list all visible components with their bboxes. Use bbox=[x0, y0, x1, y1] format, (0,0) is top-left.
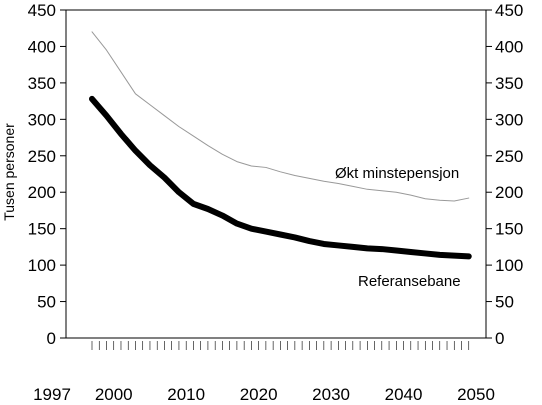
x-tick-label: 2010 bbox=[167, 385, 205, 404]
y-tick-label-left: 350 bbox=[28, 74, 56, 93]
y-tick-label-left: 100 bbox=[28, 256, 56, 275]
y-tick-label-right: 450 bbox=[495, 1, 523, 20]
y-axis-ticks: 0 0 50 50 100 100 150 150 200 200 250 250 300 300 350 3… bbox=[28, 1, 524, 348]
series-line-1 bbox=[89, 95, 472, 260]
plot-border bbox=[65, 9, 487, 339]
y-tick-label-left: 250 bbox=[28, 147, 56, 166]
series-line-0 bbox=[91, 31, 470, 202]
y-tick-label-right: 350 bbox=[495, 74, 523, 93]
y-tick-label-left: 300 bbox=[28, 110, 56, 129]
y-tick-label-right: 50 bbox=[495, 293, 514, 312]
x-tick-label: 2030 bbox=[312, 385, 350, 404]
x-tick-label: 2040 bbox=[385, 385, 423, 404]
y-tick-label-left: 150 bbox=[28, 220, 56, 239]
y-tick-label-left: 50 bbox=[37, 293, 56, 312]
y-axis-label: Tusen personer bbox=[1, 123, 17, 221]
x-minor-ticks bbox=[91, 341, 470, 350]
y-tick-label-left: 0 bbox=[47, 329, 56, 348]
y-tick-label-right: 250 bbox=[495, 147, 523, 166]
x-tick-label: 2020 bbox=[240, 385, 278, 404]
series-label-referansebane: Referansebane bbox=[358, 273, 461, 290]
y-tick-label-right: 150 bbox=[495, 220, 523, 239]
y-tick-label-right: 300 bbox=[495, 110, 523, 129]
y-tick-label-left: 400 bbox=[28, 37, 56, 56]
series-lines bbox=[89, 31, 472, 260]
y-tick-label-left: 450 bbox=[28, 1, 56, 20]
y-tick-label-right: 100 bbox=[495, 256, 523, 275]
y-tick-label-left: 200 bbox=[28, 183, 56, 202]
plot-area bbox=[65, 9, 487, 339]
x-axis-tick-labels: 1997 2000 2010 2020 2030 2040 2050 bbox=[33, 385, 495, 404]
x-tick-label: 2050 bbox=[457, 385, 495, 404]
series-label-okt-minstepensjon: Økt minstepensjon bbox=[335, 165, 459, 182]
y-tick-label-right: 400 bbox=[495, 37, 523, 56]
x-tick-label: 1997 bbox=[33, 385, 71, 404]
x-tick-label: 2000 bbox=[95, 385, 133, 404]
y-tick-label-right: 0 bbox=[495, 329, 504, 348]
y-tick-label-right: 200 bbox=[495, 183, 523, 202]
